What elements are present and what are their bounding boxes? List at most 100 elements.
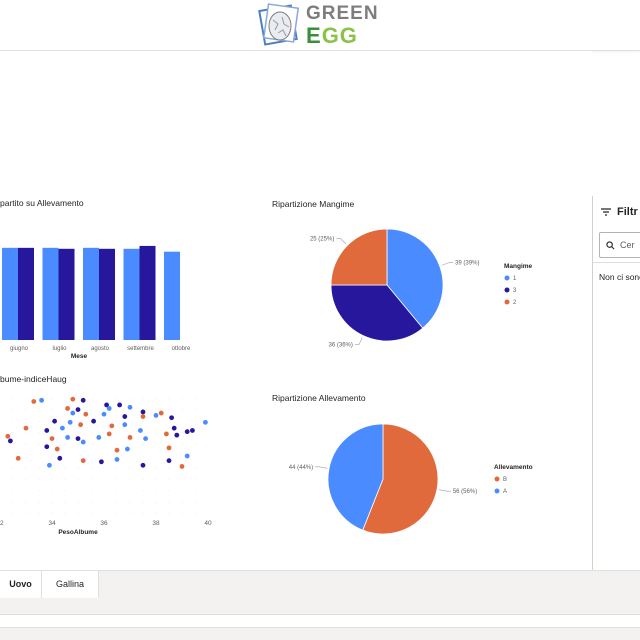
pie-legend-label: 1 <box>513 276 517 282</box>
pie-slice-B[interactable] <box>362 423 439 535</box>
scatter-point[interactable] <box>184 453 190 459</box>
scatter-point[interactable] <box>44 444 50 450</box>
scatter-point[interactable] <box>143 436 149 441</box>
scatter-point[interactable] <box>60 425 65 431</box>
scatter-point[interactable] <box>75 407 81 412</box>
scatter-point[interactable] <box>179 464 185 469</box>
pie-legend-marker[interactable] <box>494 488 500 494</box>
scatter-point[interactable] <box>5 433 11 439</box>
bar-settembre-series-2[interactable] <box>139 245 156 340</box>
scatter-point[interactable] <box>158 410 164 416</box>
scatter-point[interactable] <box>7 438 13 444</box>
scatter-point[interactable] <box>44 428 50 433</box>
scatter-x-tick-label: 36 <box>100 520 108 527</box>
scatter-point[interactable] <box>52 418 57 424</box>
bar-chart-title: partito su Allevamento <box>0 198 84 208</box>
tab-gallina[interactable]: Gallina <box>42 571 99 598</box>
bar-giugno-series-1[interactable] <box>2 247 18 340</box>
scatter-point[interactable] <box>106 406 112 411</box>
bottom-strip <box>0 614 640 628</box>
scatter-point[interactable] <box>91 418 96 424</box>
filter-empty-text: Non ci sono <box>599 272 640 282</box>
scatter-point[interactable] <box>122 414 128 419</box>
scatter-point[interactable] <box>70 410 76 416</box>
bar-agosto-series-1[interactable] <box>83 247 99 340</box>
scatter-point[interactable] <box>70 396 76 402</box>
scatter-point[interactable] <box>122 422 128 428</box>
scatter-point[interactable] <box>83 411 89 417</box>
scatter-point[interactable] <box>169 415 175 421</box>
scatter-point[interactable] <box>78 422 83 428</box>
filter-search-input[interactable]: Cer <box>599 232 640 258</box>
scatter-point[interactable] <box>114 457 120 462</box>
pie-legend-title: Allevamento <box>494 464 533 471</box>
pie-slice-2[interactable] <box>330 228 388 286</box>
scatter-point[interactable] <box>99 459 104 465</box>
pie-legend-label: 2 <box>513 300 517 306</box>
bar-luglio-series-2[interactable] <box>58 248 75 340</box>
scatter-point[interactable] <box>57 455 63 461</box>
pie-data-label: 44 (44%) <box>289 465 313 471</box>
pie-allevamento-chart[interactable]: 56 (56%) 44 (44%) Allevamento BA <box>280 410 580 550</box>
bar-agosto-series-2[interactable] <box>99 248 115 340</box>
pie-mangime-chart[interactable]: 39 (39%) 36 (36%) 25 (25%) Mangime 1 3 2 <box>280 215 580 355</box>
scatter-point[interactable] <box>164 431 169 437</box>
pie-legend-marker[interactable] <box>504 299 510 305</box>
scatter-point[interactable] <box>54 446 60 452</box>
pie-slice-1[interactable] <box>386 228 444 329</box>
scatter-point[interactable] <box>23 425 29 431</box>
scatter-point[interactable] <box>125 446 130 452</box>
scatter-point[interactable] <box>203 419 208 425</box>
scatter-point[interactable] <box>138 428 143 433</box>
pie-slice-3[interactable] <box>330 284 424 342</box>
bar-x-tick-label: giugno <box>10 346 29 352</box>
scatter-point[interactable] <box>140 414 146 419</box>
scatter-point[interactable] <box>31 399 37 404</box>
scatter-point[interactable] <box>190 428 195 433</box>
scatter-point[interactable] <box>75 436 81 441</box>
scatter-point[interactable] <box>166 445 172 451</box>
bar-giugno-series-2[interactable] <box>18 247 34 340</box>
tab-uovo[interactable]: Uovo <box>0 571 42 600</box>
scatter-point[interactable] <box>80 458 86 464</box>
scatter-point[interactable] <box>114 447 120 453</box>
scatter-point[interactable] <box>127 435 133 440</box>
pie-slice-A[interactable] <box>327 423 384 531</box>
scatter-point[interactable] <box>101 411 107 417</box>
scatter-point[interactable] <box>49 436 55 441</box>
pie-legend-marker[interactable] <box>494 476 500 482</box>
scatter-point[interactable] <box>140 409 146 415</box>
scatter-point[interactable] <box>166 458 172 464</box>
scatter-point[interactable] <box>96 435 102 440</box>
bar-luglio-series-1[interactable] <box>42 247 59 340</box>
scatter-point[interactable] <box>117 402 122 408</box>
scatter-point[interactable] <box>104 402 109 408</box>
scatter-point[interactable] <box>67 419 73 425</box>
scatter-point[interactable] <box>65 435 70 440</box>
scatter-point[interactable] <box>47 462 52 468</box>
pie-legend-marker[interactable] <box>504 275 510 281</box>
egg-logo-icon <box>258 3 300 46</box>
scatter-point[interactable] <box>80 439 86 445</box>
scatter-chart[interactable]: 2 34 36 38 40 PesoAlbume <box>0 390 220 540</box>
scatter-point[interactable] <box>80 397 86 403</box>
scatter-point[interactable] <box>106 431 112 437</box>
scatter-point[interactable] <box>140 462 146 468</box>
pie-legend-marker[interactable] <box>504 287 510 293</box>
logo-text-green: GREEN <box>306 3 379 24</box>
scatter-point[interactable] <box>153 413 159 418</box>
scatter-point[interactable] <box>15 455 21 461</box>
scatter-point[interactable] <box>65 406 70 411</box>
scatter-x-axis-label: PesoAlbume <box>58 529 98 536</box>
bar-chart[interactable]: giugno luglio agosto settembre ottobre Mese <box>0 212 200 362</box>
scatter-point[interactable] <box>184 429 190 435</box>
scatter-point[interactable] <box>39 397 44 403</box>
bar-ottobre-series-1[interactable] <box>164 251 180 340</box>
scatter-point[interactable] <box>171 425 177 431</box>
bar-settembre-series-1[interactable] <box>123 248 140 340</box>
logo-text-egg-rest: GG <box>321 23 358 48</box>
pie-legend-label: B <box>503 477 507 483</box>
scatter-point[interactable] <box>174 432 180 438</box>
scatter-point[interactable] <box>109 423 115 429</box>
scatter-point[interactable] <box>127 404 133 410</box>
